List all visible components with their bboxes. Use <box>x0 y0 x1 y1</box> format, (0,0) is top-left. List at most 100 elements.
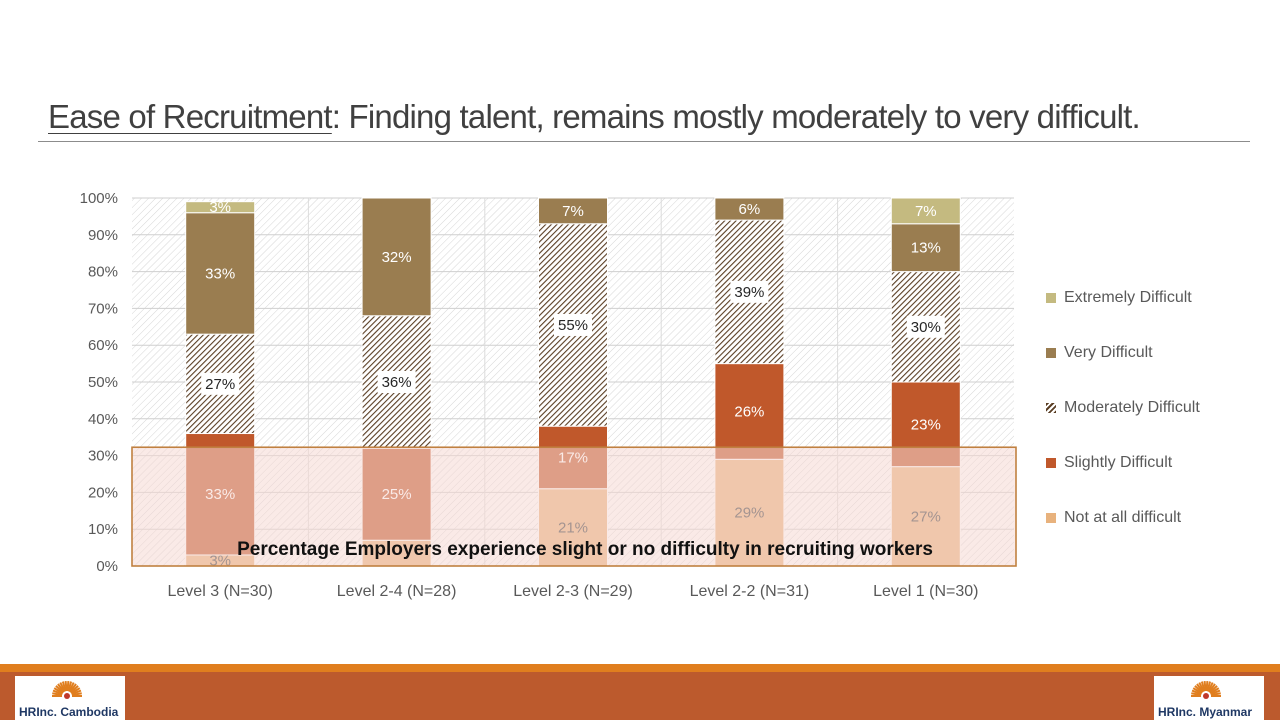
y-tick-label: 80% <box>88 264 118 281</box>
sun-center <box>64 693 70 699</box>
data-label: 30% <box>911 319 941 336</box>
bar-segment <box>714 363 785 460</box>
title-rest: : Finding talent, remains mostly moderat… <box>331 98 1141 135</box>
data-label: 32% <box>382 249 412 266</box>
legend-label: Slightly Difficult <box>1064 453 1173 471</box>
sun-ray <box>1210 692 1221 697</box>
footer-accent-stripe <box>0 664 1280 672</box>
data-label-bg <box>377 371 416 393</box>
sun-ray <box>71 689 82 696</box>
legend-item: Slightly Difficult <box>1046 435 1200 490</box>
sun-center <box>1203 693 1209 699</box>
data-label: 23% <box>911 416 941 433</box>
bar-segment <box>890 197 961 225</box>
x-tick-label: Level 2-4 (N=28) <box>337 583 457 600</box>
sun-ray <box>59 682 66 692</box>
sun-ray <box>1209 687 1220 695</box>
data-label-bg <box>906 315 945 338</box>
sun-ray <box>1194 685 1203 694</box>
sun-ray <box>52 692 63 697</box>
sun-ray <box>1191 689 1202 696</box>
chart-legend: Extremely Difficult Very Difficult Moderat… <box>1046 270 1200 545</box>
y-tick-label: 90% <box>88 227 118 244</box>
data-label: 33% <box>205 265 235 282</box>
bar-segment <box>185 212 256 335</box>
legend-item: Very Difficult <box>1046 325 1200 380</box>
sun-ray <box>1191 692 1202 697</box>
y-tick-label: 100% <box>80 190 118 207</box>
legend-swatch <box>1046 292 1056 303</box>
y-tick-label: 70% <box>88 300 118 317</box>
sun-ray <box>1200 681 1206 692</box>
data-label: 27% <box>205 376 235 393</box>
sun-ray <box>66 680 70 692</box>
sun-ray <box>69 683 77 693</box>
title-underlined: Ease of Recruitment <box>48 98 333 135</box>
sun-ray <box>1196 683 1204 693</box>
sun-ray <box>64 680 68 692</box>
hrinc-myanmar-logo: HRInc. Myanmar <box>1154 676 1264 720</box>
y-tick-label: 0% <box>96 558 118 575</box>
logo-left-text: HRInc. Cambodia <box>19 705 119 719</box>
stacked-bar-chart: 0% 10% 20% 30% 40% 50% 60% 70% 80% 90% 100% 3% 33% 27… <box>80 190 1017 600</box>
bar-segment <box>538 197 608 225</box>
footer-band <box>0 672 1280 720</box>
x-tick-label: Level 2-3 (N=29) <box>513 583 633 600</box>
legend-item: Extremely Difficult <box>1046 270 1200 325</box>
sun-ray <box>71 692 82 697</box>
annotation-box <box>131 446 1017 567</box>
data-label-bg <box>201 372 240 395</box>
sun-ray <box>1206 681 1212 692</box>
data-label-bg <box>730 280 769 303</box>
sun-ray <box>53 687 64 695</box>
sun-ray <box>1192 687 1203 695</box>
sun-ray <box>61 681 67 692</box>
sun-ray <box>70 687 81 695</box>
data-label: 36% <box>382 374 412 391</box>
y-tick-label: 10% <box>88 521 118 538</box>
sun-ray <box>1203 680 1207 692</box>
x-tick-label: Level 2-2 (N=31) <box>690 583 810 600</box>
sun-ray <box>1208 683 1216 693</box>
data-label: 7% <box>915 203 937 220</box>
sun-ray <box>1198 682 1205 692</box>
y-tick-label: 30% <box>88 448 118 465</box>
bar-segment <box>185 201 256 214</box>
data-label: 6% <box>739 201 761 218</box>
sun-ray <box>55 685 64 694</box>
legend-label: Moderately Difficult <box>1064 398 1200 416</box>
data-label-bg <box>554 313 592 336</box>
slide-title: Ease of Recruitment: Finding talent, rem… <box>48 98 1141 136</box>
legend-label: Extremely Difficult <box>1064 288 1192 306</box>
sun-ray <box>1205 680 1209 692</box>
legend-item: Not at all difficult <box>1046 490 1200 545</box>
sun-ray <box>1207 682 1214 692</box>
sun-ray <box>1209 685 1218 694</box>
title-divider <box>38 141 1250 142</box>
sun-ray <box>68 682 75 692</box>
data-label: 55% <box>558 317 588 334</box>
bar-segment <box>714 197 785 221</box>
legend-swatch <box>1046 512 1056 523</box>
legend-label: Very Difficult <box>1064 343 1153 361</box>
x-tick-label: Level 3 (N=30) <box>168 583 273 600</box>
y-tick-label: 20% <box>88 484 118 501</box>
sunburst-icon <box>52 680 82 699</box>
data-label: 39% <box>734 284 764 301</box>
y-tick-label: 60% <box>88 337 118 354</box>
bar-segment <box>714 219 785 365</box>
hrinc-cambodia-logo: HRInc. Cambodia <box>15 676 125 720</box>
logo-right-text: HRInc. Myanmar <box>1158 705 1253 719</box>
legend-label: Not at all difficult <box>1064 508 1182 526</box>
legend-item: Moderately Difficult <box>1046 380 1200 435</box>
legend-swatch <box>1046 457 1056 468</box>
annotation-text: Percentage Employers experience slight o… <box>237 539 933 560</box>
x-tick-label: Level 1 (N=30) <box>873 583 978 600</box>
sun-ray <box>57 683 65 693</box>
data-label: 7% <box>562 203 584 220</box>
data-label: 13% <box>911 240 941 257</box>
legend-swatch <box>1046 347 1056 358</box>
y-tick-label: 40% <box>88 411 118 428</box>
bar-segment <box>361 197 432 317</box>
sun-ray <box>70 685 79 694</box>
